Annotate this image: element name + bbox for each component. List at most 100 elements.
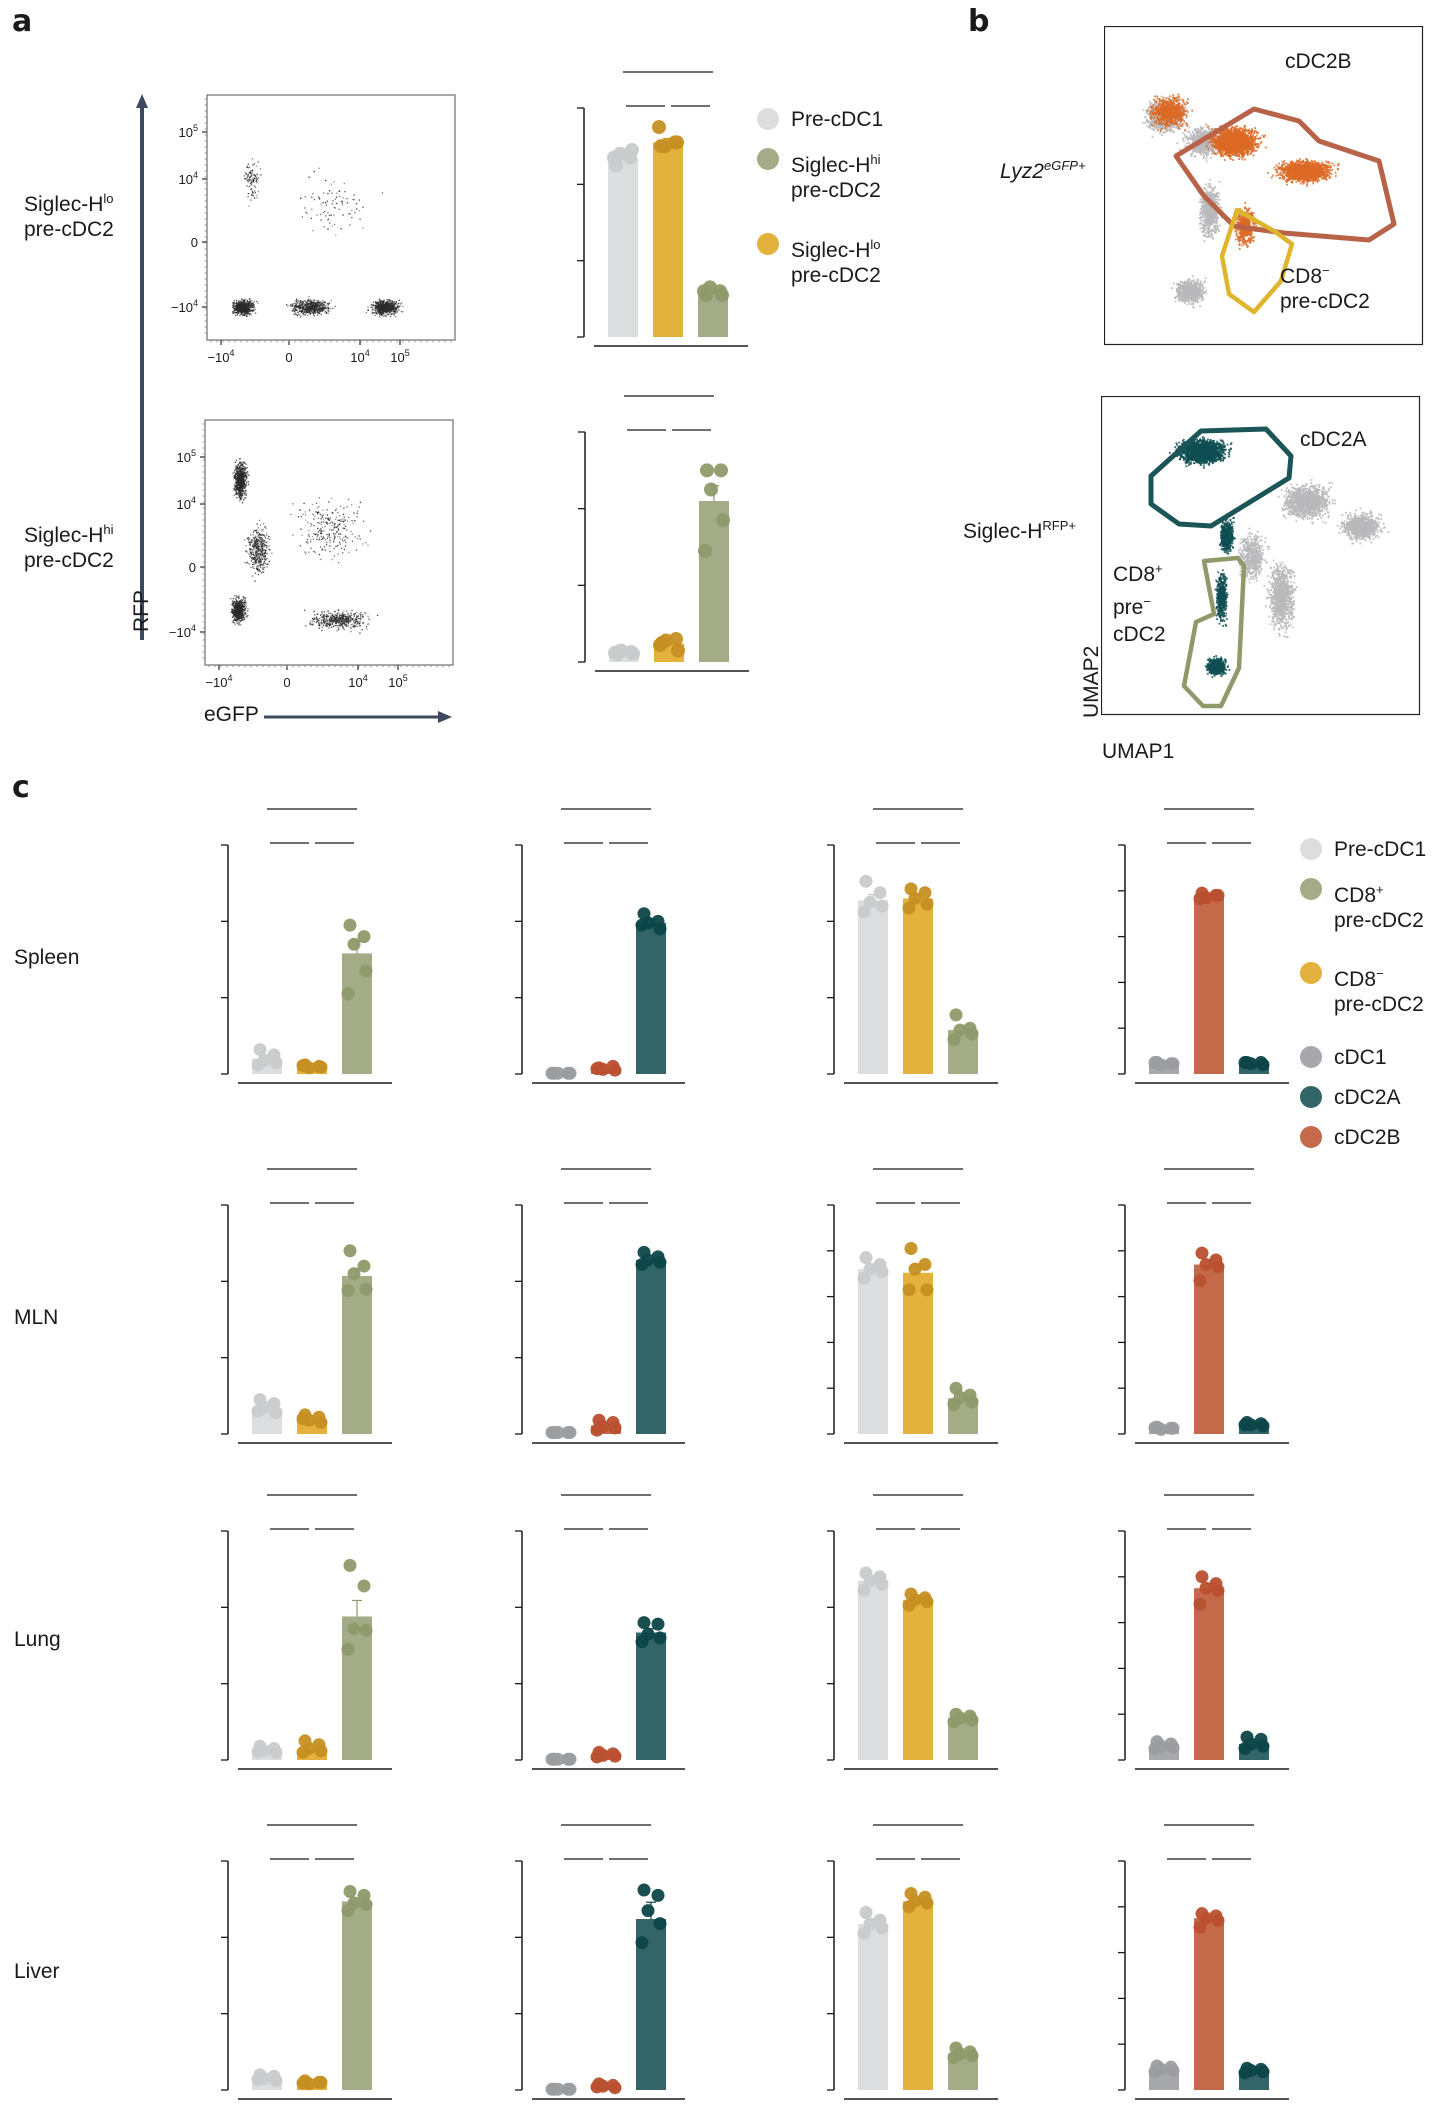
facs-event-dot: [349, 224, 351, 226]
facs-event-dot: [254, 572, 256, 574]
facs-event-dot: [252, 304, 254, 306]
rfp-axis-label: RFP: [130, 590, 153, 632]
facs-event-dot: [259, 555, 261, 557]
facs-event-dot: [325, 618, 327, 620]
facs-event-dot: [312, 230, 314, 232]
facs-event-dot: [241, 480, 243, 483]
facs-event-dot: [306, 309, 308, 311]
facs-event-dot: [251, 303, 253, 305]
facs-event-dot: [334, 621, 336, 623]
facs-event-dot: [234, 469, 236, 471]
facs-events: [232, 158, 404, 318]
facs-event-dot: [256, 197, 258, 199]
facs-event-dot: [235, 603, 237, 605]
umap-cell-dot: [1182, 118, 1185, 121]
facs-event-dot: [322, 212, 324, 214]
facs-event-dot: [331, 614, 334, 616]
facs-event-dot: [324, 620, 326, 622]
facs-event-dot: [381, 311, 383, 314]
facs-event-dot: [321, 310, 323, 312]
facs-event-dot: [333, 534, 336, 536]
facs-event-dot: [254, 186, 257, 188]
facs-event-dot: [240, 306, 242, 308]
facs-event-dot: [344, 614, 346, 616]
facs-event-dot: [235, 619, 237, 621]
facs-event-dot: [241, 309, 243, 311]
facs-event-dot: [248, 312, 250, 314]
facs-event-dot: [353, 613, 356, 615]
facs-event-dot: [255, 538, 258, 540]
facs-event-dot: [339, 619, 341, 621]
facs-event-dot: [337, 619, 339, 621]
facs-event-dot: [236, 465, 238, 467]
facs-event-dot: [314, 304, 316, 306]
facs-event-dot: [354, 621, 357, 623]
facs-event-dot: [305, 551, 307, 553]
facs-event-dot: [343, 536, 345, 539]
facs-event-dot: [326, 616, 328, 618]
facs-event-dot: [384, 302, 387, 304]
facs-event-dot: [254, 552, 257, 554]
facs-event-dot: [362, 206, 364, 208]
facs-event-dot: [317, 305, 320, 307]
facs-event-dot: [235, 307, 237, 309]
facs-event-dot: [287, 305, 289, 307]
facs-event-dot: [310, 311, 313, 313]
facs-event-dot: [327, 306, 329, 308]
facs-event-dot: [241, 489, 244, 491]
facs-event-dot: [245, 476, 247, 478]
facs-event-dot: [250, 304, 252, 306]
facs-event-dot: [299, 301, 301, 304]
facs-event-dot: [358, 622, 361, 625]
facs-event-dot: [235, 483, 237, 485]
facs-event-dot: [306, 541, 308, 543]
facs-event-dot: [342, 520, 344, 522]
data-point: [608, 645, 622, 660]
facs-event-dot: [254, 553, 256, 555]
facs-event-dot: [267, 563, 269, 565]
facs-event-dot: [238, 485, 240, 487]
facs-event-dot: [384, 310, 386, 312]
facs-event-dot: [247, 607, 249, 610]
facs-event-dot: [245, 607, 247, 609]
facs-event-dot: [307, 542, 309, 544]
legend-item: Siglec-Hhi pre-cDC2: [757, 147, 881, 203]
facs-event-dot: [338, 619, 340, 621]
facs-event-dot: [238, 494, 240, 497]
facs-event-dot: [342, 527, 344, 529]
facs-event-dot: [235, 617, 237, 619]
facs-event-dot: [337, 609, 339, 611]
facs-event-dot: [254, 580, 256, 582]
facs-event-dot: [382, 313, 384, 315]
facs-event-dot: [292, 304, 294, 306]
facs-event-dot: [324, 301, 327, 303]
facs-event-dot: [235, 309, 237, 311]
facs-event-dot: [328, 627, 330, 629]
facs-event-dot: [344, 525, 347, 527]
facs-event-dot: [245, 550, 247, 553]
facs-event-dot: [375, 311, 377, 313]
facs-event-dot: [301, 310, 303, 312]
facs-event-dot: [311, 523, 313, 525]
facs-event-dot: [380, 304, 382, 306]
facs-event-dot: [294, 307, 296, 309]
facs-event-dot: [302, 312, 304, 315]
facs-event-dot: [238, 471, 241, 473]
facs-event-dot: [259, 549, 262, 551]
facs-event-dot: [242, 596, 244, 598]
facs-event-dot: [388, 310, 390, 313]
facs-event-dot: [378, 311, 380, 313]
facs-event-dot: [317, 517, 320, 519]
facs-event-dot: [253, 529, 255, 532]
facs-event-dot: [335, 533, 337, 535]
facs-event-dot: [260, 572, 262, 574]
facs-event-dot: [240, 471, 242, 473]
facs-event-dot: [324, 307, 326, 309]
facs-event-dot: [241, 487, 243, 489]
facs-event-dot: [239, 461, 241, 463]
facs-event-dot: [243, 614, 245, 616]
facs-event-dot: [300, 310, 302, 312]
facs-event-dot: [303, 502, 305, 505]
facs-event-dot: [305, 305, 307, 307]
facs-event-dot: [338, 617, 340, 619]
